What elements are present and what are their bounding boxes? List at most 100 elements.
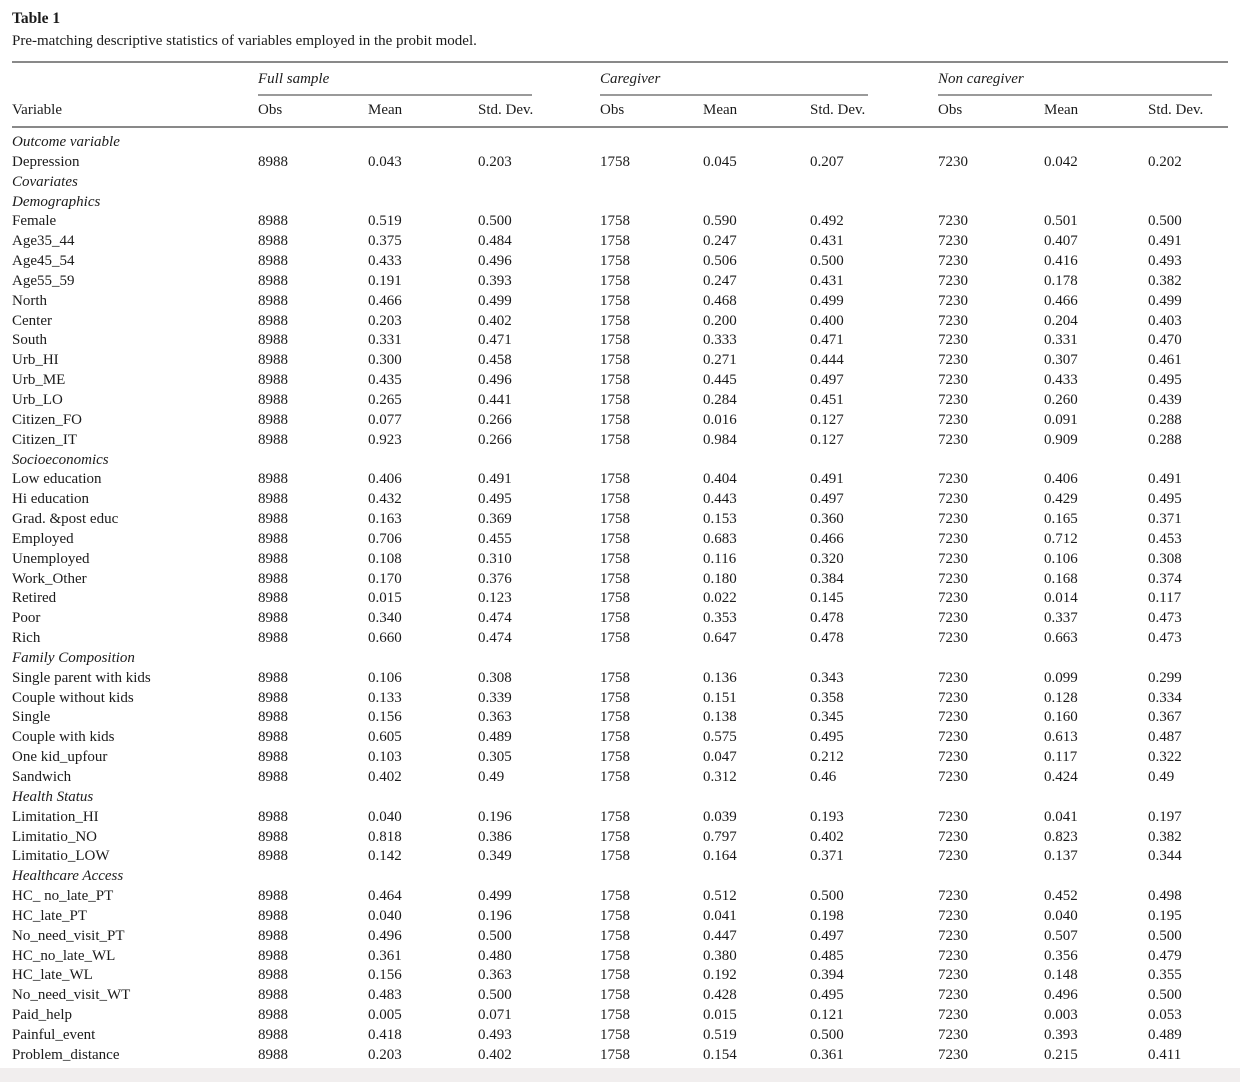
value-cell: 7230: [938, 332, 969, 349]
table-row: Paid_help 8988 0.005 0.071 1758 0.015 0.121 723…: [12, 1006, 1228, 1026]
value-cell: 0.473: [1148, 630, 1182, 647]
value-cell: 0.361: [810, 1045, 939, 1072]
value-cell: 0.071: [478, 1007, 512, 1024]
value-cell: 0.499: [810, 292, 844, 309]
table-number-title: Table 1: [12, 10, 61, 27]
value-cell: 8988: [258, 769, 288, 785]
section-heading-row: Demographics: [12, 193, 1228, 213]
column-header-fs-mean: Mean: [368, 96, 478, 128]
variable-label: Age35_44: [12, 233, 75, 250]
value-cell: 0.137: [1044, 848, 1078, 865]
value-cell: 0.384: [810, 570, 844, 587]
table-caption: Pre-matching descriptive statistics of v…: [12, 33, 477, 49]
value-cell: 0.500: [478, 987, 512, 1004]
variable-column-spacer: [12, 61, 258, 96]
value-cell: 0.322: [1148, 749, 1182, 766]
value-cell: 7230: [938, 848, 969, 865]
value-cell: 0.308: [478, 669, 512, 686]
value-cell: 0.443: [703, 491, 737, 508]
value-cell: 0.496: [1044, 987, 1078, 1004]
value-cell: 0.163: [368, 511, 402, 528]
value-cell: 8988: [258, 550, 288, 567]
table-row: HC_ no_late_PT 8988 0.464 0.499 1758 0.512 0.5…: [12, 887, 1228, 907]
value-cell: 0.404: [703, 471, 737, 488]
value-cell: 7230: [938, 272, 969, 289]
group-header-row: Full sample Caregiver Non caregiver: [12, 61, 1229, 96]
value-cell: 0.823: [1044, 828, 1078, 845]
value-cell: 0.363: [478, 967, 512, 984]
value-cell: 0.382: [1148, 828, 1182, 845]
value-cell: 7230: [938, 769, 969, 785]
statistics-table: Full sample Caregiver Non caregiver Vari…: [12, 61, 1229, 1072]
value-cell: 0.479: [1148, 947, 1182, 964]
group-header-caregiver: Caregiver: [600, 61, 939, 96]
value-cell: 0.647: [703, 630, 737, 647]
value-cell: 0.207: [810, 153, 844, 170]
variable-label: Female: [12, 213, 57, 230]
table-row: Center 8988 0.203 0.402 1758 0.200 0.400 7230 0.…: [12, 312, 1228, 332]
value-cell: 8988: [258, 709, 288, 726]
group-header-non-caregiver: Non caregiver: [938, 61, 1229, 96]
value-cell: 0.300: [368, 352, 402, 369]
table-row: Citizen_FO 8988 0.077 0.266 1758 0.016 0.127 72…: [12, 411, 1228, 431]
value-cell: 0.127: [810, 411, 844, 428]
table-row: Hi education 8988 0.432 0.495 1758 0.443 0.497…: [12, 490, 1228, 510]
value-cell: 8988: [258, 1007, 288, 1024]
value-cell: 0.497: [810, 927, 844, 944]
value-cell: 7230: [938, 610, 969, 627]
value-cell: 0.247: [703, 272, 737, 289]
value-cell: 8988: [258, 332, 288, 349]
value-cell: 7230: [938, 213, 969, 230]
value-cell: 0.466: [1044, 292, 1078, 309]
section-heading: Covariates: [12, 173, 78, 190]
value-cell: 8988: [258, 907, 288, 924]
variable-label: Citizen_FO: [12, 411, 82, 428]
value-cell: 0.215: [1044, 1045, 1149, 1072]
value-cell: 0.473: [1148, 610, 1182, 627]
value-cell: 1758: [600, 927, 631, 944]
value-cell: 0.016: [703, 411, 737, 428]
value-cell: 0.386: [478, 828, 512, 845]
value-cell: 0.022: [703, 590, 737, 607]
value-cell: 0.333: [703, 332, 737, 349]
value-cell: 0.153: [703, 511, 737, 528]
value-cell: 0.197: [1148, 808, 1182, 825]
value-cell: 0.288: [1148, 431, 1182, 448]
value-cell: 1758: [600, 669, 631, 686]
variable-label: Sandwich: [12, 769, 72, 785]
value-cell: 1758: [600, 352, 631, 369]
spanner-rule-full-sample: [258, 94, 532, 96]
value-cell: 1758: [600, 709, 631, 726]
value-cell: 0.416: [1044, 253, 1078, 270]
value-cell: 0.170: [368, 570, 402, 587]
value-cell: 0.484: [478, 233, 512, 250]
value-cell: 0.103: [368, 749, 402, 766]
value-cell: 0.496: [478, 253, 512, 270]
value-cell: 8988: [258, 372, 288, 389]
value-cell: 7230: [938, 233, 969, 250]
value-cell: 0.015: [703, 1007, 737, 1024]
value-cell: 7230: [938, 550, 969, 567]
value-cell: 8988: [258, 808, 288, 825]
value-cell: 0.393: [1044, 1026, 1078, 1043]
value-cell: 8988: [258, 967, 288, 984]
value-cell: 7230: [938, 372, 969, 389]
value-cell: 8988: [258, 1026, 288, 1043]
value-cell: 0.471: [478, 332, 512, 349]
section-heading: Family Composition: [12, 649, 135, 666]
value-cell: 1758: [600, 630, 631, 647]
value-cell: 0.356: [1044, 947, 1078, 964]
value-cell: 0.393: [478, 272, 512, 289]
value-cell: 0.045: [703, 153, 737, 170]
value-cell: 0.500: [810, 888, 844, 905]
value-cell: 0.429: [1044, 491, 1078, 508]
group-header-full-sample: Full sample: [258, 61, 601, 96]
value-cell: 7230: [938, 1026, 969, 1043]
value-cell: 0.499: [478, 888, 512, 905]
variable-label: Single: [12, 709, 51, 726]
variable-label: Problem_distance: [12, 1045, 258, 1072]
value-cell: 0.168: [1044, 570, 1078, 587]
table-row: Sandwich 8988 0.402 0.49 1758 0.312 0.46 7230 0.…: [12, 768, 1228, 788]
variable-label: Limitatio_NO: [12, 828, 97, 845]
value-cell: 0.015: [368, 590, 402, 607]
